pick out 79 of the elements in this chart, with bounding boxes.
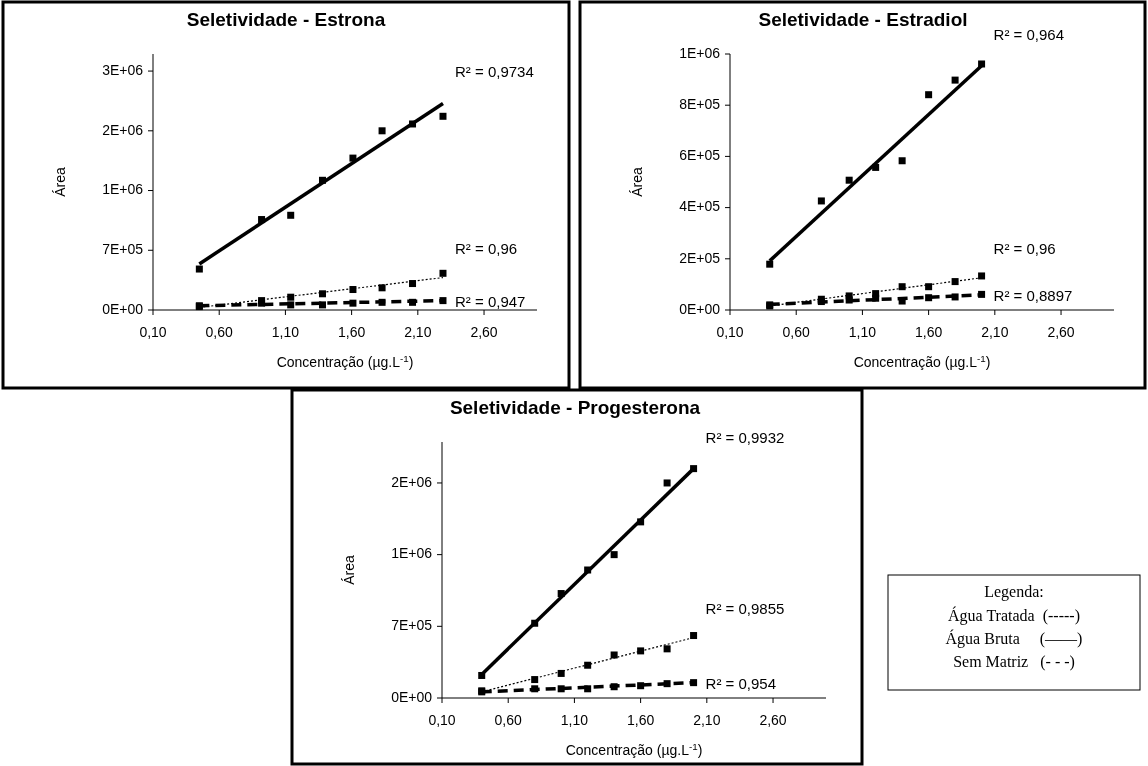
x-tick-label: 2,10	[981, 324, 1009, 340]
series-label: R² = 0,9932	[705, 428, 785, 446]
point	[925, 91, 933, 99]
point	[287, 211, 295, 219]
text: Água Tratada (-----)	[948, 606, 1080, 625]
point	[898, 157, 906, 165]
y-tick-label: 4E+05	[679, 198, 721, 215]
point	[978, 272, 986, 280]
series-label: R² = 0,96	[993, 239, 1056, 257]
point	[845, 176, 853, 184]
x-tick-label: 1,10	[848, 324, 877, 340]
point	[349, 286, 357, 294]
point	[610, 651, 618, 659]
chart-title: Seletividade - Progesterona	[449, 397, 701, 418]
x-tick-label: 0,10	[428, 712, 456, 728]
text: Sem Matriz (- - -)	[953, 653, 1075, 671]
text: Água Bruta (——)	[945, 629, 1083, 648]
point	[766, 260, 774, 268]
x-tick-label: 2,60	[1047, 324, 1075, 340]
point	[584, 661, 592, 669]
point	[195, 265, 203, 273]
y-tick-label: 7E+05	[391, 617, 433, 634]
point	[610, 551, 618, 559]
x-tick-label: 2,60	[759, 712, 787, 728]
y-tick-label: 3E+06	[102, 61, 144, 78]
x-tick-label: 1,10	[560, 712, 589, 728]
x-tick-label: 1,60	[915, 324, 943, 340]
series-label: R² = 0,8897	[993, 286, 1073, 304]
series-label: R² = 0,964	[993, 25, 1065, 43]
x-tick-label: 1,10	[271, 324, 300, 340]
point	[378, 284, 386, 292]
point	[531, 676, 539, 684]
point	[439, 112, 447, 120]
series-label: R² = 0,947	[454, 292, 526, 310]
point	[663, 645, 671, 653]
x-tick-label: 2,60	[470, 324, 498, 340]
point	[925, 283, 933, 291]
chart-title: Seletividade - Estradiol	[758, 9, 968, 30]
y-axis-title: Área	[52, 167, 68, 197]
y-tick-label: 8E+05	[679, 95, 721, 112]
y-tick-label: 2E+06	[391, 473, 433, 490]
point	[817, 197, 825, 205]
chart-title: Seletividade - Estrona	[186, 9, 386, 30]
y-tick-label: 2E+05	[679, 249, 721, 266]
series-label: R² = 0,9855	[705, 599, 785, 617]
point	[898, 283, 906, 291]
point	[663, 479, 671, 487]
point	[690, 632, 698, 640]
y-tick-label: 0E+00	[102, 300, 144, 317]
x-tick-label: 0,10	[139, 324, 167, 340]
y-tick-label: 0E+00	[679, 300, 721, 317]
x-axis-title: Concentração (µg.L$^{-1}$)	[276, 352, 414, 370]
y-tick-label: 0E+00	[391, 688, 433, 705]
point	[318, 290, 326, 298]
x-axis-title: Concentração (µg.L$^{-1}$)	[853, 352, 991, 370]
text: Legenda:	[984, 583, 1044, 601]
point	[378, 127, 386, 135]
y-tick-label: 1E+06	[679, 44, 721, 61]
point	[951, 76, 959, 84]
series-label: R² = 0,954	[705, 674, 777, 692]
x-axis-title: Concentração (µg.L$^{-1}$)	[565, 740, 703, 758]
y-tick-label: 1E+06	[391, 545, 433, 562]
y-tick-label: 7E+05	[102, 240, 144, 257]
x-tick-label: 0,60	[782, 324, 811, 340]
x-tick-label: 2,10	[404, 324, 432, 340]
x-tick-label: 0,60	[494, 712, 523, 728]
series-label: R² = 0,9734	[454, 63, 534, 81]
y-tick-label: 2E+06	[102, 121, 144, 138]
x-tick-label: 0,60	[205, 324, 234, 340]
x-tick-label: 0,10	[716, 324, 744, 340]
y-axis-title: Área	[341, 555, 357, 585]
y-tick-label: 1E+06	[102, 181, 144, 198]
y-tick-label: 6E+05	[679, 147, 721, 164]
x-tick-label: 1,60	[627, 712, 655, 728]
series-label: R² = 0,96	[454, 239, 518, 257]
point	[439, 269, 447, 277]
x-tick-label: 2,10	[693, 712, 721, 728]
y-axis-title: Área	[629, 167, 645, 197]
x-tick-label: 1,60	[338, 324, 366, 340]
